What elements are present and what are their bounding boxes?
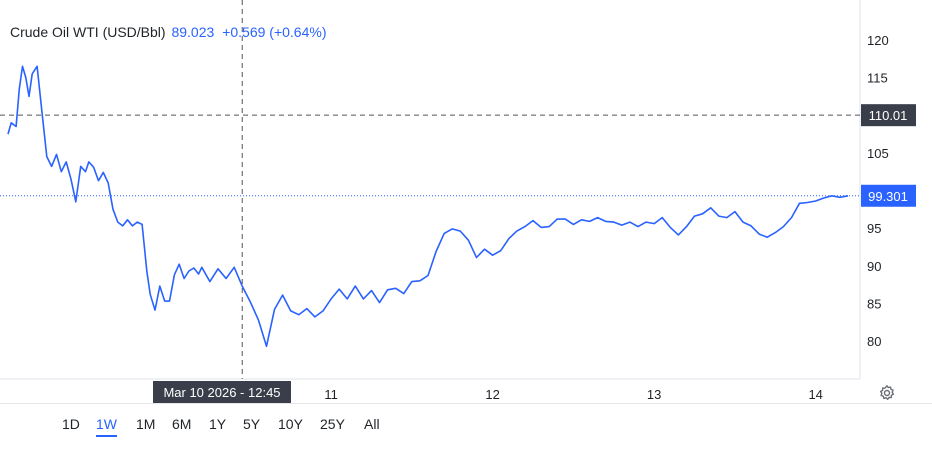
price-change: +0.569 (+0.64%) <box>222 24 327 40</box>
instrument-title: Crude Oil WTI (USD/Bbl) <box>10 24 166 40</box>
last-price-label-bg <box>861 184 916 207</box>
y-tick-label: 105 <box>867 146 889 161</box>
x-tick-label: 11 <box>324 387 338 402</box>
crosshair-price-label: 110.01 <box>869 108 908 123</box>
crosshair-price-label-bg <box>861 104 916 127</box>
y-tick-label: 95 <box>867 221 881 236</box>
range-button-10y[interactable]: 10Y <box>278 416 303 432</box>
range-selector: 1D 1W 1M 6M 1Y 5Y 10Y 25Y All <box>0 403 932 448</box>
x-tick-label: 13 <box>647 387 661 402</box>
range-button-all[interactable]: All <box>364 416 380 432</box>
y-tick-label: 90 <box>867 259 881 274</box>
y-tick-label: 80 <box>867 334 881 349</box>
settings-icon[interactable] <box>878 384 896 402</box>
chart-header: Crude Oil WTI (USD/Bbl) 89.023 +0.569 (+… <box>10 24 326 40</box>
y-tick-label: 115 <box>867 71 888 86</box>
y-tick-label: 85 <box>867 296 881 311</box>
y-tick-label: 120 <box>867 33 889 48</box>
x-tick-label: 12 <box>485 387 499 402</box>
range-button-1d[interactable]: 1D <box>62 416 80 432</box>
range-button-1y[interactable]: 1Y <box>209 416 227 432</box>
price-chart[interactable]: 808590951001051101151201011121314 110.01… <box>0 0 932 403</box>
crosshair-time-label: Mar 10 2026 - 12:45 <box>163 385 280 400</box>
range-button-1w[interactable]: 1W <box>96 416 117 437</box>
range-button-25y[interactable]: 25Y <box>320 416 345 432</box>
range-button-6m[interactable]: 6M <box>172 416 192 432</box>
crosshair-time-label-bg <box>153 381 291 403</box>
range-button-1m[interactable]: 1M <box>136 416 156 432</box>
price-series-line <box>7 65 849 348</box>
x-tick-label: 14 <box>808 387 822 402</box>
last-price-axis-label: 99.301 <box>868 189 908 204</box>
range-button-5y[interactable]: 5Y <box>243 416 261 432</box>
last-price: 89.023 <box>171 24 215 40</box>
